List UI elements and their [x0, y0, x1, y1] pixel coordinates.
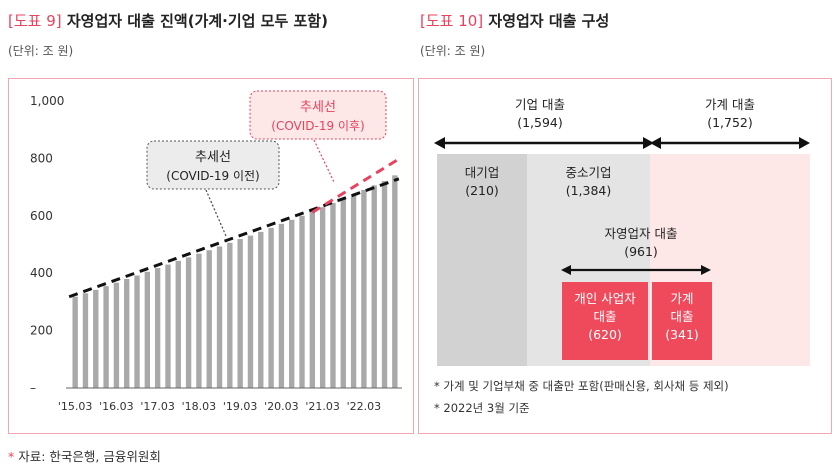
- bar: [361, 189, 367, 388]
- callout-pre-label1: 추세선: [195, 150, 231, 165]
- bar: [144, 271, 151, 388]
- x-tick-label: '19.03: [223, 400, 258, 413]
- bar: [103, 286, 109, 388]
- right-chart-unit: (단위: 조 원): [420, 44, 486, 58]
- bar: [371, 185, 377, 388]
- bar: [82, 293, 89, 388]
- x-tick-label: '20.03: [264, 400, 299, 413]
- bar: [175, 260, 181, 388]
- bar: [154, 268, 161, 388]
- bar: [319, 207, 326, 388]
- callout-pre-label2: (COVID-19 이전): [166, 169, 259, 183]
- bar: [237, 239, 243, 388]
- note-1: * 가계 및 기업부채 중 대출만 포함(판매신용, 회사채 등 제외): [434, 379, 729, 393]
- bar: [216, 246, 223, 388]
- right-chart-title-text: 자영업자 대출 구성: [488, 12, 610, 30]
- right-chart-panel: [418, 78, 832, 434]
- left-chart-unit: (단위: 조 원): [8, 44, 74, 58]
- bar: [350, 194, 357, 388]
- x-tick-label: '21.03: [305, 400, 340, 413]
- bar: [134, 275, 140, 388]
- household-part-value: (341): [665, 327, 699, 342]
- note-2: * 2022년 3월 기준: [434, 401, 530, 415]
- large-corp-text: 대기업: [464, 165, 500, 180]
- household-part-text1: 가계: [670, 291, 694, 306]
- x-tick-label: '16.03: [99, 400, 134, 413]
- household-loan-text: 가계 대출: [705, 97, 755, 112]
- household-part-text2: 대출: [670, 309, 694, 324]
- bar: [227, 242, 233, 388]
- x-tick-label: '17.03: [140, 400, 175, 413]
- callout-pre-box: [146, 140, 280, 190]
- corp-loan-value: (1,594): [517, 115, 563, 130]
- household-loan-value: (1,752): [707, 115, 753, 130]
- bar: [381, 181, 388, 388]
- bar: [278, 223, 285, 388]
- y-tick-label: 1,000: [30, 94, 64, 108]
- right-chart-tag: [도표 10]: [420, 12, 484, 30]
- trend-post-covid: [311, 157, 400, 214]
- sme-text: 중소기업: [565, 165, 612, 180]
- corp-loan-text: 기업 대출: [515, 97, 565, 112]
- individual-biz-value: (620): [588, 327, 622, 342]
- sme-label: 중소기업 (1,384): [527, 164, 650, 200]
- individual-biz-label: 개인 사업자 대출 (620): [562, 290, 648, 344]
- left-chart-title: [도표 9] 자영업자 대출 진액(가계·기업 모두 포함): [8, 10, 328, 31]
- bar: [330, 202, 336, 388]
- bar: [206, 250, 212, 388]
- bar: [340, 198, 346, 388]
- large-corp-value: (210): [465, 183, 499, 198]
- individual-biz-text2: 대출: [593, 309, 617, 324]
- x-tick-label: '18.03: [182, 400, 217, 413]
- left-chart-title-text: 자영업자 대출 진액(가계·기업 모두 포함): [66, 12, 328, 30]
- bar: [185, 257, 192, 388]
- y-tick-label: –: [30, 381, 36, 395]
- left-chart-tag: [도표 9]: [8, 12, 62, 30]
- y-tick-label: 800: [30, 151, 53, 165]
- source-star: *: [8, 449, 15, 464]
- x-tick-label: '15.03: [58, 400, 93, 413]
- left-chart: 1,000 800 600 400 200 – '15.03 '16.03 '17.03 '18.…: [30, 90, 402, 413]
- bar: [289, 219, 295, 388]
- callout-post-label1: 추세선: [300, 100, 336, 115]
- callout-post-box: [249, 90, 387, 140]
- self-employed-value: (961): [624, 244, 658, 259]
- source-line: * 자료: 한국은행, 금융위원회: [8, 446, 161, 465]
- bar: [196, 253, 202, 388]
- source-text: 자료: 한국은행, 금융위원회: [18, 449, 161, 464]
- y-tick-label: 600: [30, 209, 53, 223]
- bar: [113, 282, 120, 388]
- household-loan-label: 가계 대출 (1,752): [660, 96, 800, 132]
- sme-value: (1,384): [565, 183, 612, 198]
- corp-loan-label: 기업 대출 (1,594): [470, 96, 610, 132]
- bar: [268, 227, 274, 388]
- large-corp-block: [437, 154, 527, 366]
- left-chart-panel: [8, 78, 414, 434]
- self-employed-text: 자영업자 대출: [604, 226, 678, 241]
- trend-pre-covid: [68, 177, 400, 299]
- callout-pre-pointer: [205, 189, 227, 237]
- bar: [124, 278, 130, 388]
- right-chart-title: [도표 10] 자영업자 대출 구성: [420, 10, 609, 31]
- bar: [258, 231, 264, 388]
- bar: [299, 215, 305, 388]
- x-tick-label: '22.03: [347, 400, 382, 413]
- y-tick-label: 400: [30, 266, 53, 280]
- bar: [93, 289, 99, 388]
- household-part-block: [652, 282, 712, 360]
- callout-post-pointer: [313, 139, 335, 183]
- bar: [165, 264, 171, 388]
- bar: [309, 211, 316, 388]
- self-employed-label: 자영업자 대출 (961): [566, 225, 716, 261]
- large-corp-label: 대기업 (210): [437, 164, 527, 200]
- bar: [72, 296, 78, 388]
- callout-post-label2: (COVID-19 이후): [271, 119, 364, 133]
- individual-biz-text1: 개인 사업자: [574, 291, 636, 306]
- bar: [392, 175, 398, 388]
- y-tick-label: 200: [30, 324, 53, 338]
- household-part-label: 가계 대출 (341): [652, 290, 712, 344]
- individual-biz-block: [562, 282, 648, 360]
- bar: [247, 235, 254, 388]
